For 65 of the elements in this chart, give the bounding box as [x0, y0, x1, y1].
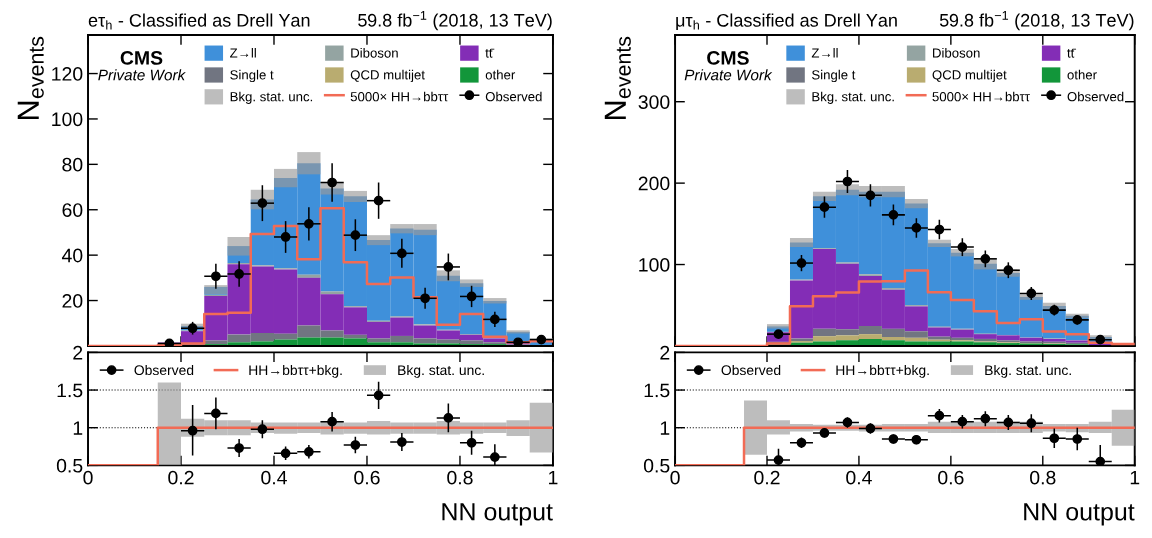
y-tick-label: 80	[62, 157, 83, 172]
y-axis-title: N$_{events}$	[604, 36, 631, 119]
legend-label: Z→ll	[811, 47, 838, 58]
x-axis-title: NN output	[442, 503, 553, 526]
legend-label: Observed	[1067, 91, 1124, 102]
annotation: Private Work	[98, 69, 186, 81]
legend-label: Single t	[812, 69, 856, 83]
legend-label: HH→bbττ+bkg.	[836, 364, 929, 378]
y-tick-label: 2	[660, 345, 670, 360]
y-tick-label: 120	[52, 67, 83, 81]
legend-label: 5000× HH→bbττ	[932, 91, 1030, 102]
legend-label: other	[485, 69, 516, 80]
y-tick-label: 2	[73, 345, 83, 360]
y-tick-label: 200	[638, 176, 670, 191]
y-tick-label: 1	[73, 421, 83, 435]
y-tick-label: 1	[660, 421, 670, 435]
legend-label: Observed	[485, 91, 542, 102]
legend-label: other	[1067, 69, 1097, 80]
legend-label: tt̄	[1067, 48, 1077, 58]
x-tick-label: 0.8	[1030, 470, 1056, 485]
x-tick-label: 0	[670, 470, 680, 485]
annotation: CMS	[707, 51, 749, 65]
legend-label: Bkg. stat. unc.	[398, 364, 484, 378]
x-tick-label: 0.4	[261, 470, 287, 485]
annotation: Private Work	[684, 69, 773, 81]
x-tick-label: 1	[549, 470, 558, 485]
chart-subtitle: 59.8 fb$^{−1}$ (2018, 13 TeV)	[939, 11, 1134, 31]
x-tick-label: 0.6	[938, 470, 964, 485]
y-axis-title: N$_{events}$	[17, 36, 44, 119]
y-tick-label: 60	[62, 203, 83, 217]
y-tick-label: 100	[639, 258, 670, 272]
y-tick-label: 1.5	[57, 383, 83, 398]
x-tick-label: 0	[83, 470, 93, 485]
x-axis-title: NN output	[1024, 503, 1135, 526]
x-tick-label: 0.8	[447, 470, 473, 485]
legend-label: Observed	[721, 364, 781, 376]
legend-label: 5000× HH→bbττ	[350, 91, 449, 102]
legend-label: HH→bbττ+bkg.	[249, 364, 342, 378]
y-tick-label: 300	[638, 95, 670, 109]
legend-label: Diboson	[351, 47, 398, 58]
legend-label: Bkg. stat. unc.	[985, 364, 1071, 378]
x-tick-label: 0.4	[846, 470, 872, 485]
y-tick-label: 0.5	[643, 458, 670, 473]
y-tick-label: 100	[52, 112, 83, 127]
legend-label: Z→ll	[230, 47, 256, 58]
x-tick-label: 0.2	[168, 470, 194, 485]
chart-title: μτ$_{h}$ - Classified as Drell Yan	[676, 13, 897, 31]
legend-label: Bkg. stat. unc.	[812, 91, 894, 104]
legend-label: Observed	[134, 364, 194, 376]
x-tick-label: 1	[1130, 470, 1140, 485]
x-tick-label: 0.6	[354, 470, 380, 485]
legend-label: tt̄	[485, 48, 495, 58]
chart-title: eτ$_{h}$ - Classified as Drell Yan	[88, 13, 310, 30]
legend-label: Diboson	[933, 47, 980, 58]
annotation: CMS	[120, 51, 163, 65]
y-tick-label: 0.5	[56, 458, 83, 473]
chart-subtitle: 59.8 fb$^{−1}$ (2018, 13 TeV)	[358, 11, 552, 31]
legend-label: QCD multijet	[350, 69, 425, 83]
legend-label: QCD multijet	[932, 69, 1007, 83]
legend-label: Single t	[230, 69, 274, 83]
legend-label: Bkg. stat. unc.	[230, 91, 313, 104]
y-tick-label: 20	[62, 294, 83, 308]
y-tick-label: 40	[61, 248, 83, 263]
x-tick-label: 0.2	[754, 470, 780, 485]
y-tick-label: 1.5	[644, 383, 670, 398]
